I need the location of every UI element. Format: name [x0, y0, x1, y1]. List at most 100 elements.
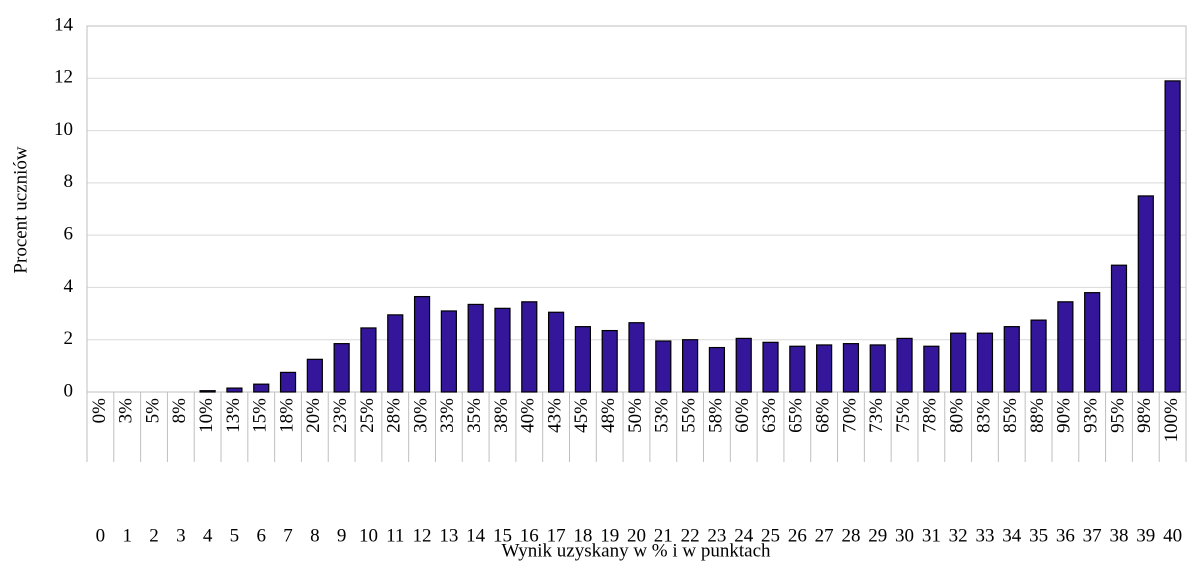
bar: [494, 307, 511, 393]
bar: [199, 390, 216, 393]
x-tick-label: 30%: [410, 398, 431, 433]
y-tick-label: 14: [54, 14, 74, 35]
x-tick-label: 48%: [598, 398, 619, 433]
x-point-label: 2: [149, 525, 159, 546]
x-point-label: 7: [283, 525, 293, 546]
bar: [253, 383, 270, 393]
y-axis-title: Procent uczniów: [10, 146, 31, 273]
x-tick-label: 20%: [303, 398, 324, 433]
x-tick-label: 23%: [330, 398, 351, 433]
x-tick-label: 40%: [518, 398, 539, 433]
x-point-label: 39: [1136, 525, 1155, 546]
x-point-label: 15: [493, 525, 512, 546]
x-point-label: 17: [547, 525, 566, 546]
x-tick-label: 13%: [223, 398, 244, 433]
bar: [1164, 80, 1181, 393]
bar: [226, 387, 243, 393]
x-tick-label: 63%: [759, 398, 780, 433]
x-tick-label: 0%: [89, 398, 110, 424]
bar: [950, 332, 967, 393]
bar: [789, 345, 806, 393]
x-tick-label: 88%: [1027, 398, 1048, 433]
x-point-label: 34: [1002, 525, 1022, 546]
x-point-label: 30: [895, 525, 914, 546]
x-tick-label: 80%: [947, 398, 968, 433]
y-tick-label: 6: [64, 224, 74, 245]
bar: [547, 311, 565, 393]
bar: [574, 326, 591, 393]
x-point-label: 18: [573, 525, 592, 546]
bar: [682, 339, 699, 393]
bar: [521, 301, 538, 393]
y-tick-label: 12: [54, 67, 73, 88]
x-point-label: 13: [439, 525, 458, 546]
x-point-label: 38: [1109, 525, 1128, 546]
y-tick-label: 4: [64, 276, 74, 297]
bar: [413, 295, 431, 393]
x-tick-label: 73%: [866, 398, 887, 433]
x-point-label: 10: [359, 525, 378, 546]
x-point-label: 24: [734, 525, 754, 546]
x-point-label: 14: [466, 525, 486, 546]
x-tick-label: 83%: [973, 398, 994, 433]
x-tick-label: 18%: [276, 398, 297, 433]
bar: [333, 343, 350, 393]
x-point-label: 32: [949, 525, 968, 546]
x-point-label: 31: [922, 525, 941, 546]
x-tick-label: 25%: [357, 398, 378, 433]
x-tick-label: 65%: [786, 398, 807, 433]
x-tick-label: 3%: [116, 398, 137, 424]
x-point-label: 23: [707, 525, 726, 546]
x-tick-label: 5%: [142, 398, 163, 424]
x-point-label: 1: [122, 525, 132, 546]
bar: [440, 310, 457, 393]
x-point-label: 36: [1056, 525, 1075, 546]
x-tick-label: 75%: [893, 398, 914, 433]
x-tick-label: 93%: [1081, 398, 1102, 433]
x-tick-label: 10%: [196, 398, 217, 433]
x-tick-label: 100%: [1161, 398, 1182, 443]
bar: [869, 344, 886, 393]
bar: [1030, 319, 1047, 393]
x-point-label: 9: [337, 525, 347, 546]
x-point-label: 20: [627, 525, 646, 546]
y-tick-label: 10: [54, 119, 73, 140]
bar: [467, 303, 484, 393]
x-point-label: 22: [681, 525, 700, 546]
x-tick-label: 28%: [384, 398, 405, 433]
x-point-label: 3: [176, 525, 186, 546]
x-point-label: 37: [1083, 525, 1102, 546]
bar: [816, 344, 833, 393]
bar: [1110, 264, 1128, 393]
x-tick-label: 43%: [544, 398, 565, 433]
x-point-label: 33: [975, 525, 994, 546]
x-point-label: 19: [600, 525, 619, 546]
x-point-label: 6: [256, 525, 266, 546]
bar: [1137, 195, 1154, 393]
x-point-label: 29: [868, 525, 887, 546]
bar: [762, 341, 779, 393]
x-axis-title: Wynik uzyskany w % i w punktach: [501, 540, 771, 561]
x-point-label: 5: [230, 525, 240, 546]
x-tick-label: 53%: [652, 398, 673, 433]
x-point-label: 40: [1163, 525, 1182, 546]
bar: [1084, 292, 1101, 393]
x-tick-label: 45%: [571, 398, 592, 433]
x-tick-label: 68%: [812, 398, 833, 433]
bar: [387, 314, 404, 393]
x-tick-label: 35%: [464, 398, 485, 433]
y-tick-label: 2: [64, 328, 74, 349]
x-tick-label: 98%: [1134, 398, 1155, 433]
x-tick-label: 90%: [1054, 398, 1075, 433]
x-tick-label: 58%: [705, 398, 726, 433]
x-tick-label: 55%: [678, 398, 699, 433]
bar: [306, 358, 323, 393]
bar: [976, 332, 994, 393]
x-tick-label: 8%: [169, 398, 190, 424]
x-point-label: 26: [788, 525, 807, 546]
x-tick-label: 78%: [920, 398, 941, 433]
x-tick-label: 60%: [732, 398, 753, 433]
x-tick-label: 70%: [839, 398, 860, 433]
y-tick-label: 8: [64, 171, 74, 192]
